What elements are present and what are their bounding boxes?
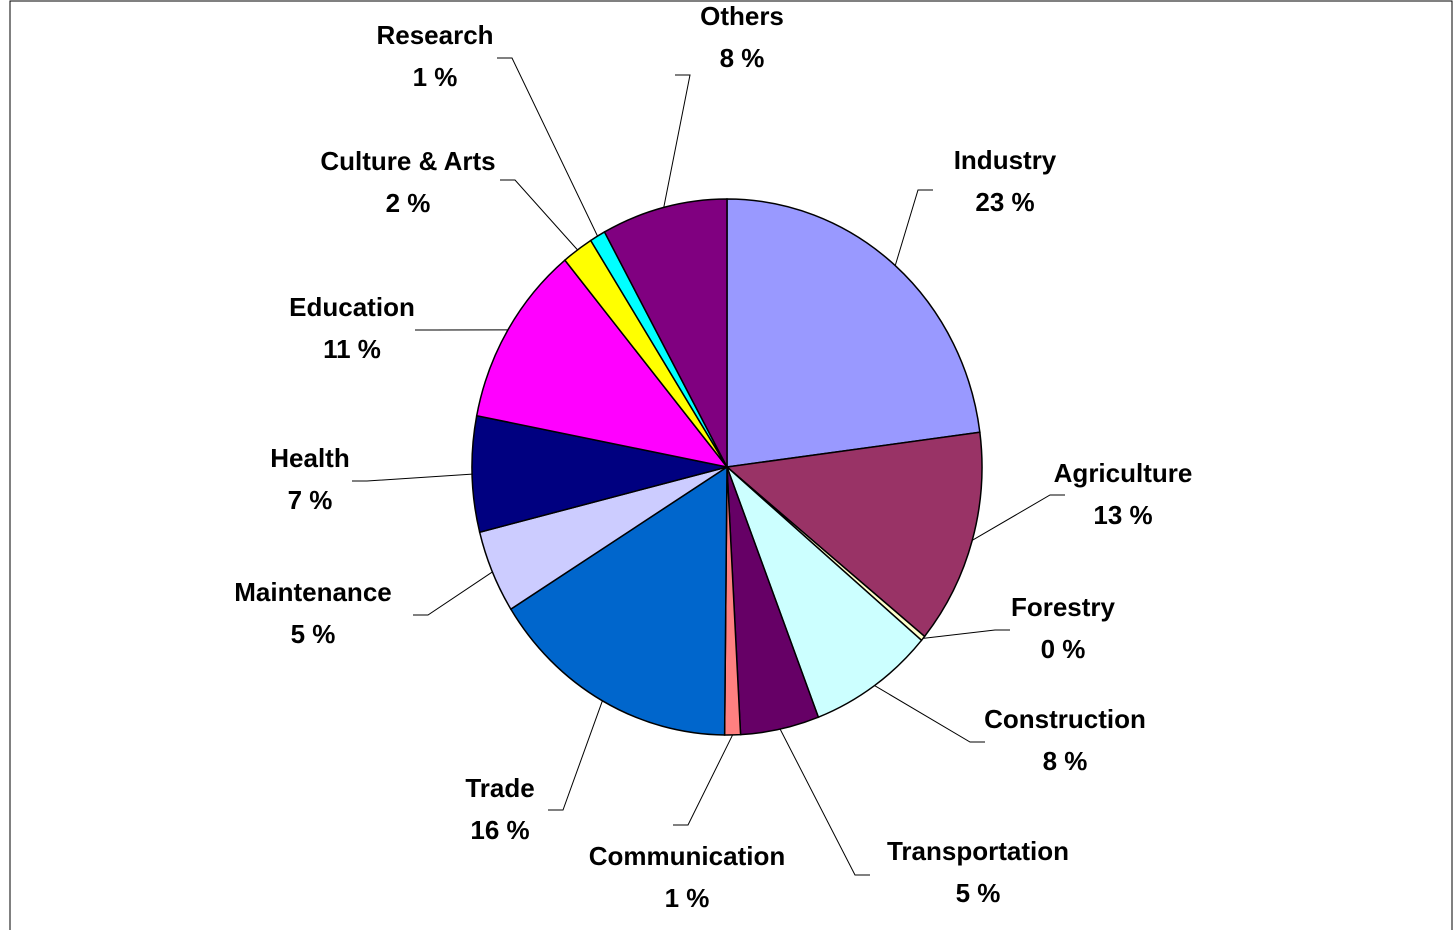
slice-label: Health	[270, 443, 349, 473]
leader-line	[922, 629, 1010, 639]
slice-label: Transportation	[887, 836, 1069, 866]
slice-value-label: 23 %	[975, 187, 1034, 217]
slice-value-label: 7 %	[288, 485, 333, 515]
slice-value-label: 8 %	[1043, 746, 1088, 776]
slice-label: Research	[376, 20, 493, 50]
slice-label: Maintenance	[234, 577, 392, 607]
leader-line	[413, 571, 493, 616]
slice-value-label: 16 %	[470, 815, 529, 845]
slice-label: Culture & Arts	[320, 146, 495, 176]
leader-line	[972, 494, 1065, 541]
slice-value-label: 11 %	[323, 334, 381, 364]
slice-value-label: 0 %	[1041, 634, 1086, 664]
leader-line	[874, 685, 985, 743]
slice-value-label: 2 %	[386, 188, 431, 218]
leader-line	[663, 74, 691, 208]
slice-value-label: 1 %	[665, 883, 710, 913]
leader-line	[497, 57, 598, 237]
leader-line	[548, 700, 603, 811]
leader-line	[894, 189, 933, 266]
slice-label: Forestry	[1011, 592, 1116, 622]
slice-value-label: 5 %	[956, 878, 1001, 908]
slice-value-label: 5 %	[291, 619, 336, 649]
leader-line	[779, 728, 870, 876]
slice-value-label: 1 %	[413, 62, 458, 92]
pie-slice	[471, 414, 728, 534]
slice-value-label: 8 %	[720, 43, 765, 73]
slice-value-label: 13 %	[1093, 500, 1152, 530]
leader-line	[352, 473, 473, 482]
slice-label: Agriculture	[1054, 458, 1193, 488]
slice-label: Others	[700, 1, 784, 31]
slice-label: Industry	[954, 145, 1057, 175]
slice-label: Construction	[984, 704, 1146, 734]
pie-slice	[509, 465, 728, 736]
pie-slice	[603, 198, 728, 468]
leader-line	[673, 734, 734, 826]
pie-slice	[725, 431, 983, 638]
slice-label: Communication	[589, 841, 785, 871]
slice-label: Trade	[465, 773, 534, 803]
slice-label: Education	[289, 292, 415, 322]
leader-line	[500, 179, 578, 251]
pie-slice	[726, 198, 981, 468]
